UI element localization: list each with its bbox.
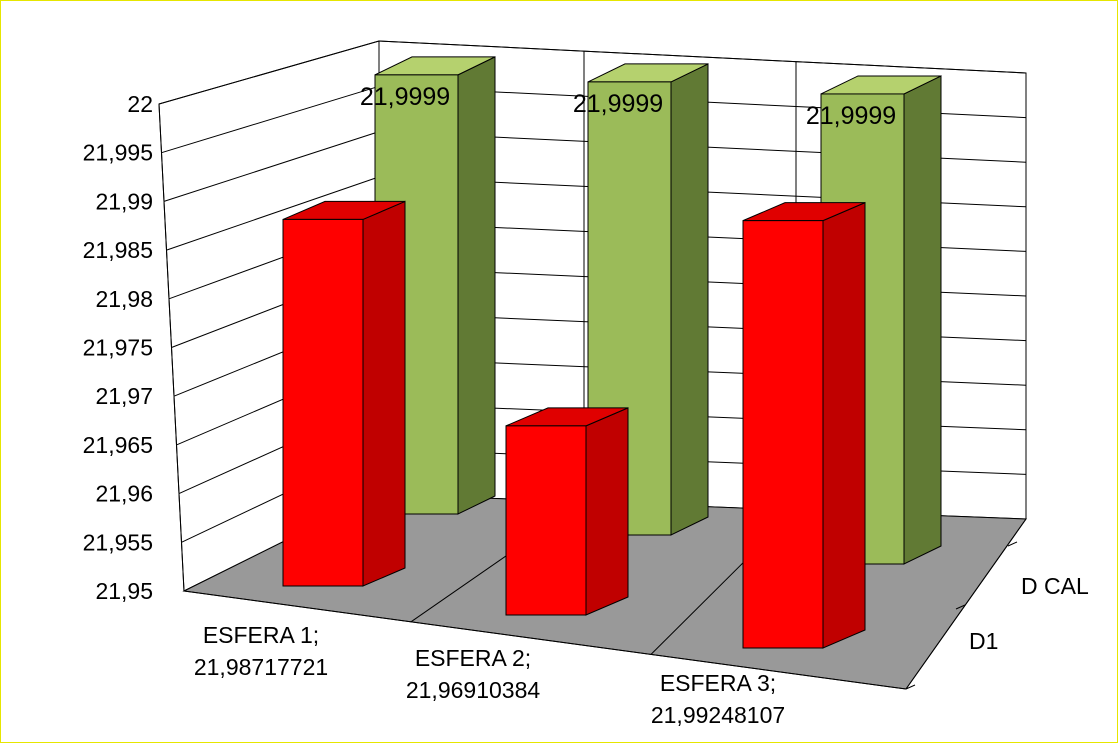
data-label-dcal: 21,9999 <box>806 102 896 130</box>
y-tick-label: 21,99 <box>95 188 153 214</box>
bar-d1-side <box>362 200 406 587</box>
depth-tick-mark <box>905 684 916 690</box>
y-axis-line <box>158 103 185 592</box>
y-tick-label: 21,965 <box>83 432 153 458</box>
y-tick-label: 21,995 <box>83 140 153 166</box>
y-tick-label: 21,96 <box>95 481 153 507</box>
bar-d1-side <box>822 201 866 649</box>
depth-label: D CAL <box>1021 573 1089 599</box>
y-tick-label: 21,985 <box>83 237 153 263</box>
y-tick-label: 21,975 <box>83 335 153 361</box>
depth-tick-mark <box>1007 541 1018 547</box>
category-label: ESFERA 3; <box>660 670 776 696</box>
y-gridline-left <box>158 40 380 105</box>
bar-d1-front <box>282 218 364 587</box>
bar-d1-front <box>505 425 587 616</box>
depth-tick-mark <box>955 604 966 610</box>
bars-d1 <box>282 200 866 649</box>
bar-dcal-side <box>457 56 496 515</box>
y-tick-label: 21,95 <box>95 578 153 604</box>
bar-d1-side <box>585 407 629 616</box>
y-gridline-back <box>378 40 1027 74</box>
y-tick-label: 21,955 <box>83 529 153 555</box>
y-gridline-left <box>163 131 380 202</box>
bar-d1-front <box>742 220 824 649</box>
category-label: 21,99248107 <box>651 702 785 728</box>
data-label-dcal: 21,9999 <box>573 90 663 118</box>
y-gridline-left <box>161 85 380 154</box>
category-axis-line <box>183 590 907 690</box>
depth-label: D1 <box>969 628 998 654</box>
data-label-dcal: 21,9999 <box>360 83 450 111</box>
category-label: 21,98717721 <box>194 654 328 680</box>
category-label: ESFERA 2; <box>415 645 531 671</box>
labels: 21,95 21,955 21,96 21,965 21,97 21,975 21,98 21… <box>83 83 1089 728</box>
bar-dcal-side <box>670 63 709 536</box>
bar-dcal-side <box>903 75 942 565</box>
category-label: 21,96910384 <box>406 677 541 703</box>
y-tick-label: 21,98 <box>95 286 153 312</box>
depth-axis-line <box>905 518 1027 690</box>
category-label: ESFERA 1; <box>203 622 319 648</box>
y-tick-label: 22 <box>127 91 153 117</box>
y-gridline-left <box>166 176 380 251</box>
y-tick-label: 21,97 <box>95 383 153 409</box>
